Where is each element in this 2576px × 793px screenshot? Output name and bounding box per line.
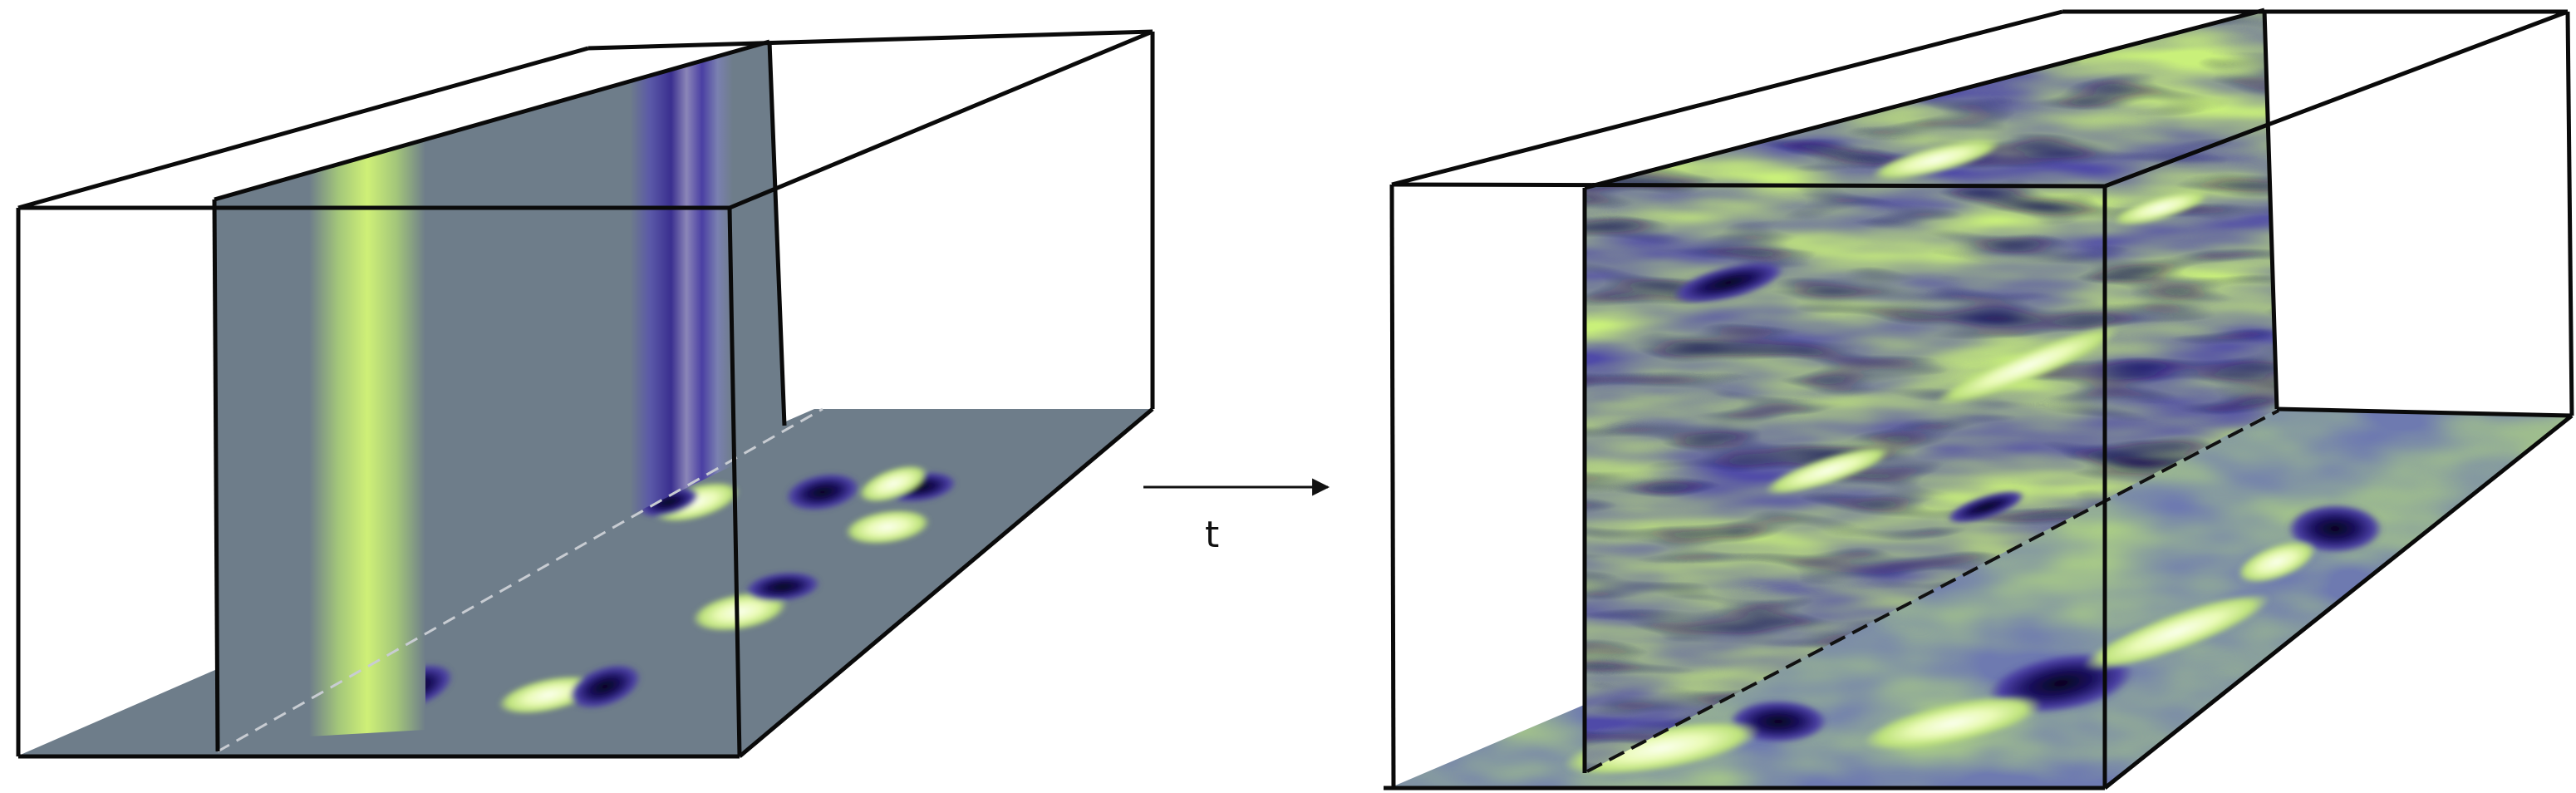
evolved-state-box	[1384, 7, 2574, 791]
initial-wall-blue-stripe	[630, 52, 733, 515]
time-arrow-label: t	[1205, 514, 1219, 556]
initial-wall-green-stripe	[309, 140, 425, 736]
evolved-box-edges	[1384, 7, 2574, 791]
initial-floor-dashed-line	[217, 407, 823, 753]
initial-box-edges	[16, 29, 1155, 759]
initial-state-box	[16, 29, 1155, 759]
evolved-floor-dashed-line	[1586, 409, 2279, 773]
time-arrow: t	[1143, 478, 1330, 556]
